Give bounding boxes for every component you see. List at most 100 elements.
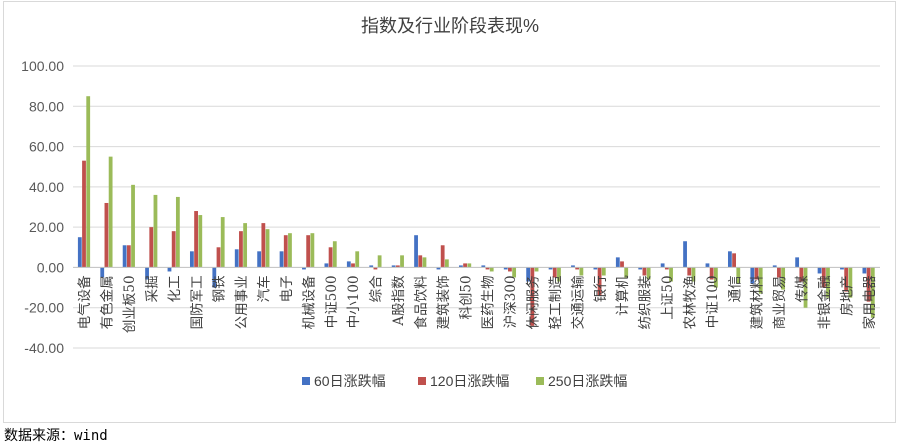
y-tick-label: 100.00 xyxy=(21,58,64,74)
bar-60d xyxy=(571,265,575,268)
category-label: 医药生物 xyxy=(481,275,497,329)
category-label: 创业板50 xyxy=(122,275,138,333)
category-label: 银行 xyxy=(593,275,609,302)
bar-60d xyxy=(279,251,284,268)
legend-label: 250日涨跌幅 xyxy=(548,373,627,389)
bar-60d xyxy=(638,267,643,270)
category-label: 机械设备 xyxy=(300,275,317,329)
legend-swatch xyxy=(536,377,544,385)
bar-120d xyxy=(642,267,647,276)
category-label: 通信 xyxy=(727,275,743,302)
y-tick-label: 20.00 xyxy=(29,219,64,235)
bar-60d xyxy=(100,267,105,278)
bar-60d xyxy=(145,267,149,280)
bar-60d xyxy=(862,267,867,274)
bar-120d xyxy=(283,235,288,268)
bar-120d xyxy=(687,267,692,276)
bar-120d xyxy=(418,255,423,268)
category-label: 化工 xyxy=(167,275,183,302)
y-tick-label: 60.00 xyxy=(29,139,64,155)
bar-60d xyxy=(346,261,351,268)
bar-60d xyxy=(548,267,553,270)
category-label: 房地产 xyxy=(839,275,855,316)
legend-swatch xyxy=(302,377,310,385)
bar-120d xyxy=(508,267,512,272)
bar-120d xyxy=(754,267,759,280)
bar-60d xyxy=(817,267,822,274)
source-note: 数据来源：wind xyxy=(4,428,108,444)
bar-120d xyxy=(104,202,109,268)
category-label: 中证100 xyxy=(705,275,721,328)
bar-120d xyxy=(306,235,311,268)
category-label: 国防军工 xyxy=(189,275,205,329)
bar-60d xyxy=(526,267,531,282)
bar-60d xyxy=(324,263,329,268)
bar-60d xyxy=(840,267,844,270)
category-label: A股指数 xyxy=(391,275,407,327)
bar-250d xyxy=(86,96,91,268)
bar-60d xyxy=(772,265,777,268)
category-label: 建筑材料 xyxy=(750,275,766,329)
bar-60d xyxy=(302,267,306,270)
bar-120d xyxy=(126,245,131,268)
category-label: 食品饮料 xyxy=(412,275,429,329)
bar-250d xyxy=(826,267,830,298)
bar-250d xyxy=(534,267,539,272)
bar-250d xyxy=(601,267,606,276)
category-label: 轻工制造 xyxy=(548,275,564,329)
legend-swatch xyxy=(418,377,426,385)
category-label: 电气设备 xyxy=(76,275,93,329)
bar-120d xyxy=(620,261,624,268)
bar-60d xyxy=(795,257,800,268)
bar-60d xyxy=(189,251,194,268)
bar-120d xyxy=(440,245,445,268)
bar-250d xyxy=(288,233,292,268)
bar-60d xyxy=(727,251,732,268)
bar-60d xyxy=(414,235,418,268)
bar-250d xyxy=(220,217,225,268)
chart-title: 指数及行业阶段表现% xyxy=(360,16,539,36)
bar-250d xyxy=(512,267,517,278)
bar-250d xyxy=(557,267,561,282)
bar-120d xyxy=(463,263,467,268)
bar-60d xyxy=(234,249,239,268)
bar-120d xyxy=(351,263,355,268)
category-label: 休闲服务 xyxy=(526,275,542,329)
category-label: 商业贸易 xyxy=(772,275,788,329)
bar-120d xyxy=(799,267,804,282)
bar-120d xyxy=(395,265,400,268)
bar-250d xyxy=(243,223,248,268)
category-label: 公用事业 xyxy=(234,275,250,329)
y-tick-label: -40.00 xyxy=(24,340,64,356)
bar-250d xyxy=(736,267,741,284)
category-label: 钢铁 xyxy=(212,275,228,302)
bar-250d xyxy=(444,259,449,268)
category-label: 纺织服装 xyxy=(638,275,654,329)
legend: 60日涨跌幅 120日涨跌幅 250日涨跌幅 xyxy=(302,373,627,389)
category-label: 家用电器 xyxy=(861,275,878,329)
category-label: 传媒 xyxy=(795,275,811,302)
category-label: 电子 xyxy=(279,275,295,302)
bar-250d xyxy=(175,196,180,268)
bar-60d xyxy=(167,267,172,272)
bar-250d xyxy=(355,251,360,268)
y-tick-label: 80.00 xyxy=(29,98,64,114)
y-tick-label: 40.00 xyxy=(29,179,64,195)
category-label: 综合 xyxy=(369,275,385,302)
category-label: 交通运输 xyxy=(569,275,586,329)
bar-60d xyxy=(593,267,598,270)
bar-120d xyxy=(171,231,176,268)
category-label: 非银金融 xyxy=(817,275,833,329)
bar-60d xyxy=(481,265,486,268)
bar-250d xyxy=(803,267,808,308)
category-label: 有色金属 xyxy=(99,275,116,329)
category-label: 中小100 xyxy=(346,275,362,328)
bar-60d xyxy=(212,267,217,288)
bar-120d xyxy=(485,267,490,270)
bar-250d xyxy=(758,267,763,294)
bar-60d xyxy=(705,263,710,268)
bar-120d xyxy=(149,227,154,268)
y-tick-label: -20.00 xyxy=(24,300,64,316)
bar-120d xyxy=(664,267,669,270)
bar-250d xyxy=(489,267,494,272)
